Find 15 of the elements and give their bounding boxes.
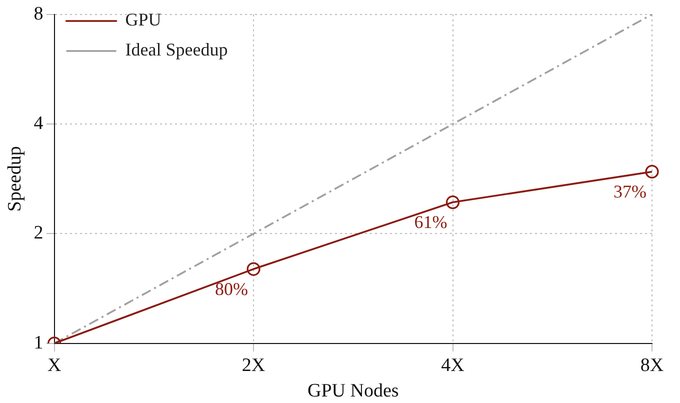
annotation: 80%: [215, 278, 248, 299]
x-tick-label: 2X: [242, 354, 266, 376]
x-axis-title: GPU Nodes: [307, 380, 399, 402]
x-tick-label: X: [47, 354, 62, 376]
y-tick-label: 1: [34, 332, 44, 354]
x-tick-label: 4X: [441, 354, 465, 376]
y-axis-title: Speedup: [4, 146, 26, 212]
y-tick-label: 4: [34, 113, 44, 134]
y-tick-label: 8: [34, 3, 44, 24]
x-tick-label: 8X: [640, 354, 664, 376]
annotation: 61%: [414, 212, 448, 232]
legend-label: Ideal Speedup: [125, 40, 228, 60]
legend-label: GPU: [125, 10, 162, 30]
y-tick-label: 2: [34, 222, 44, 244]
annotation: 37%: [614, 181, 646, 202]
